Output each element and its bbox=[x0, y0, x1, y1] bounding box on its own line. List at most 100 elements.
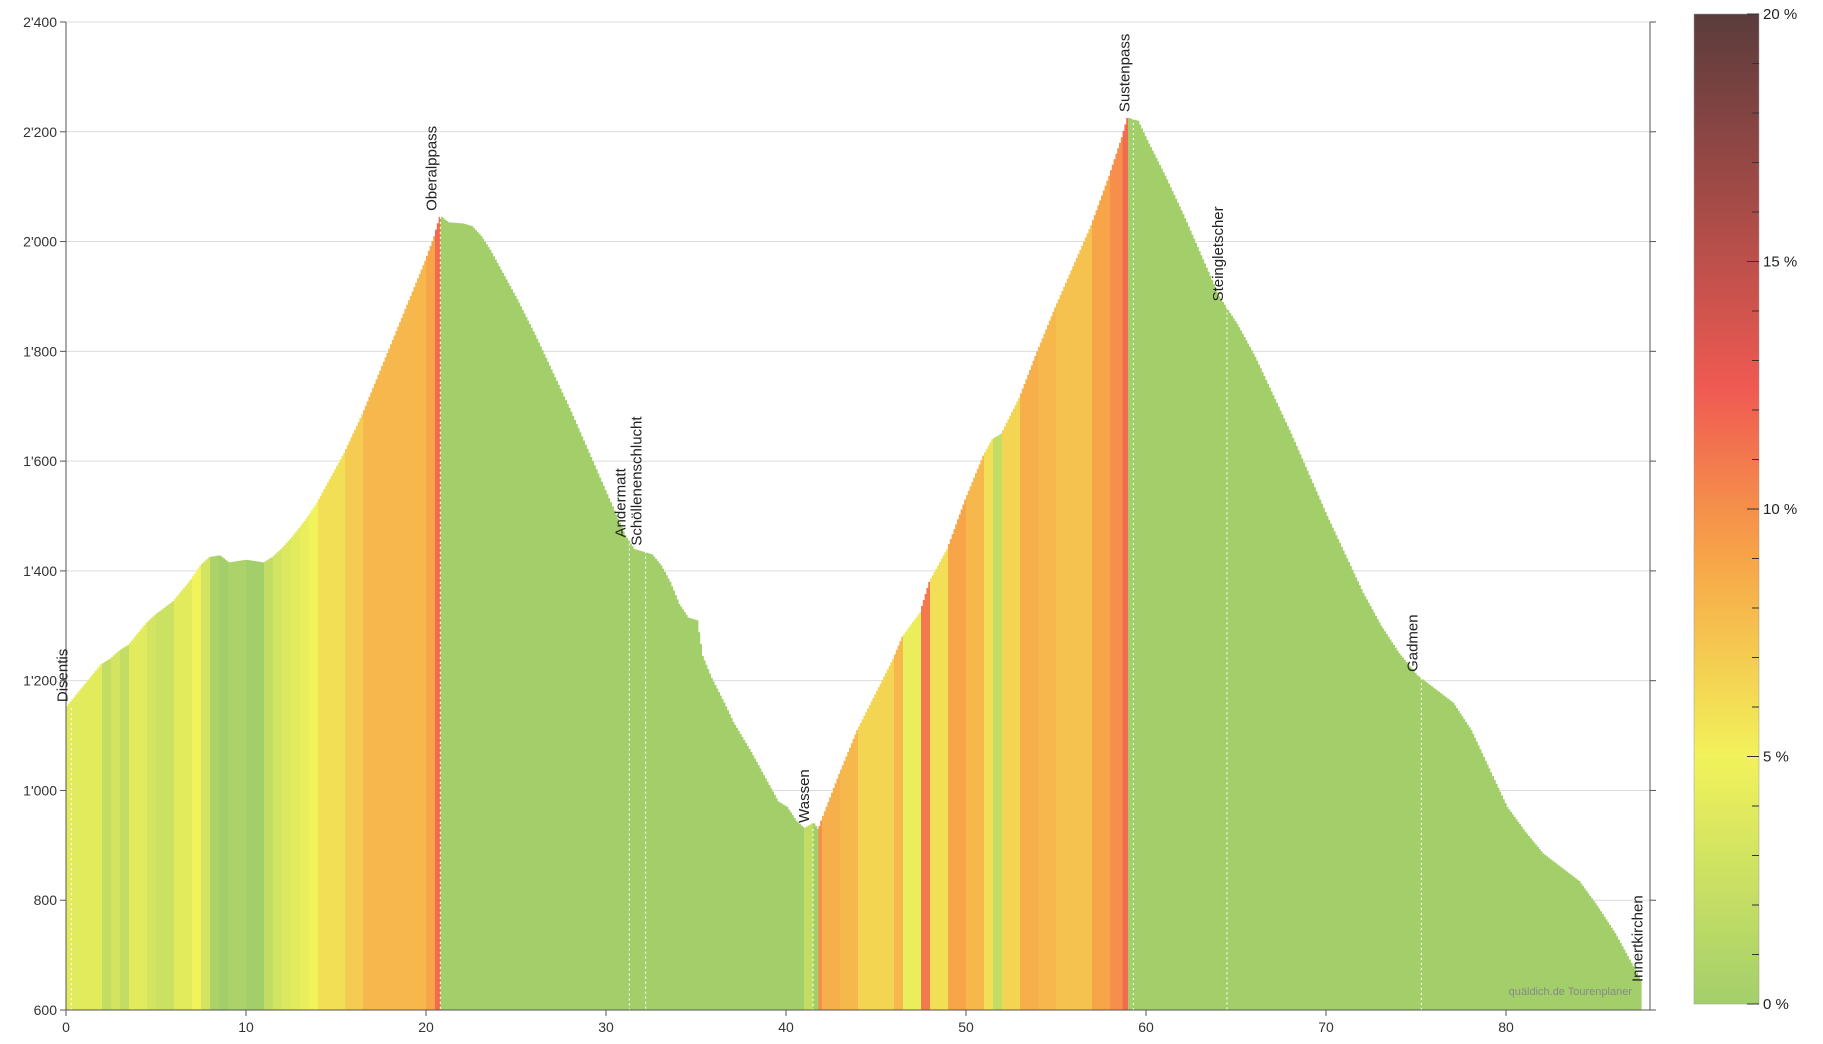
gradient-bar bbox=[1437, 691, 1440, 1010]
gradient-bar bbox=[1255, 360, 1259, 1011]
gradient-bar bbox=[276, 552, 279, 1010]
gradient-bar bbox=[1162, 172, 1165, 1011]
gradient-bar bbox=[1068, 274, 1071, 1010]
gradient-bar bbox=[1587, 893, 1590, 1010]
gradient-bar bbox=[332, 472, 335, 1010]
gradient-bar bbox=[537, 342, 540, 1010]
gradient-bar bbox=[688, 618, 692, 1010]
gradient-bar bbox=[481, 238, 485, 1011]
gradient-bar bbox=[211, 556, 215, 1010]
gradient-bar bbox=[672, 590, 675, 1010]
gradient-bar bbox=[1263, 376, 1266, 1010]
gradient-bar bbox=[633, 548, 636, 1010]
gradient-bar bbox=[1630, 962, 1633, 1010]
gradient-bar bbox=[1030, 365, 1034, 1011]
gradient-bar bbox=[1417, 676, 1421, 1010]
gradient-bar bbox=[661, 568, 665, 1010]
gradient-bar bbox=[566, 404, 569, 1010]
gradient-bar bbox=[1461, 716, 1464, 1010]
gradient-bar bbox=[1399, 655, 1403, 1010]
gradient-bar bbox=[235, 561, 238, 1010]
gradient-bar bbox=[1104, 185, 1107, 1010]
waypoint-label: Andermatt bbox=[612, 467, 629, 537]
gradient-bar bbox=[598, 477, 602, 1011]
gradient-bar bbox=[1572, 876, 1575, 1010]
gradient-bar bbox=[1234, 321, 1237, 1011]
waypoint-label: Wassen bbox=[796, 769, 813, 823]
gradient-bar bbox=[449, 222, 452, 1010]
gradient-bar bbox=[768, 784, 771, 1010]
gradient-bar bbox=[330, 475, 333, 1010]
gradient-bar bbox=[1149, 147, 1152, 1010]
gradient-bar bbox=[436, 223, 440, 1010]
gradient-bar bbox=[1493, 780, 1496, 1010]
gradient-bar bbox=[546, 361, 549, 1010]
gradient-bar bbox=[366, 401, 369, 1010]
gradient-bar bbox=[805, 826, 809, 1010]
gradient-bar bbox=[1378, 622, 1381, 1010]
gradient-bar bbox=[678, 603, 681, 1010]
gradient-bar bbox=[568, 407, 571, 1010]
gradient-bar bbox=[1279, 410, 1282, 1010]
gradient-bar bbox=[399, 322, 402, 1011]
gradient-bar bbox=[409, 295, 413, 1010]
gradient-bar bbox=[670, 586, 674, 1010]
gradient-bar bbox=[463, 223, 467, 1011]
gradient-bar bbox=[1009, 415, 1012, 1011]
gradient-bar bbox=[1302, 462, 1305, 1010]
gradient-bar bbox=[1329, 523, 1332, 1010]
gradient-bar bbox=[76, 692, 80, 1010]
gradient-bar bbox=[1520, 826, 1523, 1010]
gradient-bar bbox=[1608, 924, 1611, 1010]
gradient-bar bbox=[870, 701, 873, 1010]
gradient-bar bbox=[1351, 569, 1354, 1010]
gradient-bar bbox=[957, 519, 960, 1010]
gradient-bar bbox=[787, 809, 791, 1010]
gradient-bar bbox=[415, 282, 418, 1010]
gradient-bar bbox=[600, 481, 603, 1010]
gradient-bar bbox=[1554, 863, 1557, 1010]
gradient-bar bbox=[1225, 307, 1228, 1010]
gradient-bar bbox=[1601, 913, 1604, 1010]
gradient-bar bbox=[800, 825, 803, 1010]
gradient-bar bbox=[336, 466, 339, 1010]
gradient-bar bbox=[823, 811, 827, 1010]
gradient-bar bbox=[760, 771, 764, 1010]
gradient-bar bbox=[1147, 143, 1151, 1011]
gradient-bar bbox=[107, 659, 110, 1010]
gradient-bar bbox=[316, 502, 319, 1010]
gradient-bar bbox=[890, 662, 893, 1010]
gradient-bar bbox=[1045, 329, 1048, 1010]
gradient-bar bbox=[478, 234, 481, 1010]
gradient-bar bbox=[1084, 237, 1088, 1010]
gradient-bars bbox=[66, 118, 1642, 1011]
gradient-bar bbox=[604, 489, 607, 1011]
gradient-bar bbox=[1205, 267, 1208, 1010]
gradient-bar bbox=[1057, 299, 1061, 1010]
gradient-bar bbox=[1221, 301, 1224, 1010]
gradient-bar bbox=[253, 561, 256, 1010]
y-tick-label: 2'000 bbox=[23, 234, 57, 250]
gradient-bar bbox=[820, 820, 823, 1010]
gradient-bar bbox=[1153, 154, 1156, 1010]
gradient-bar bbox=[1515, 819, 1518, 1010]
gradient-bar bbox=[422, 265, 425, 1010]
gradient-bar bbox=[85, 681, 89, 1010]
gradient-bar bbox=[1632, 966, 1635, 1010]
gradient-bar bbox=[1034, 355, 1037, 1010]
gradient-bar bbox=[1414, 672, 1417, 1010]
gradient-bar bbox=[874, 694, 877, 1010]
x-tick-label: 30 bbox=[598, 1019, 614, 1035]
gradient-bar bbox=[1311, 483, 1314, 1011]
gradient-bar bbox=[505, 279, 508, 1010]
gradient-bar bbox=[319, 495, 323, 1010]
gradient-bar bbox=[609, 502, 612, 1010]
gradient-bar bbox=[865, 712, 868, 1010]
gradient-bar bbox=[323, 489, 326, 1010]
gradient-bar bbox=[1524, 831, 1527, 1010]
gradient-bar bbox=[1014, 405, 1017, 1010]
gradient-bar bbox=[451, 222, 454, 1010]
gradient-bar bbox=[591, 461, 594, 1011]
gradient-bar bbox=[1180, 210, 1183, 1010]
gradient-bar bbox=[1464, 721, 1467, 1010]
